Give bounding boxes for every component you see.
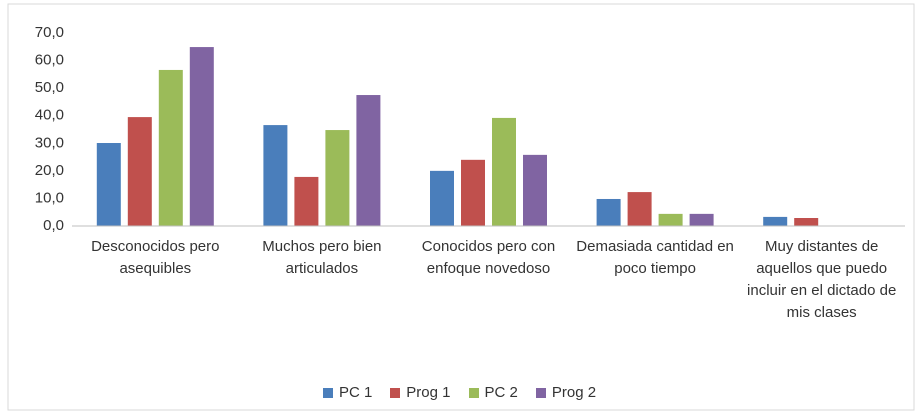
y-tick-label: 20,0	[35, 162, 64, 179]
bar	[627, 192, 652, 226]
bar	[492, 117, 516, 226]
bar	[325, 130, 350, 226]
y-tick-label: 30,0	[35, 134, 64, 151]
x-tick-label: Desconocidos pero asequibles	[91, 238, 220, 277]
bar	[158, 69, 183, 227]
bar	[189, 47, 214, 226]
y-tick-label: 70,0	[35, 24, 64, 41]
legend-swatch	[390, 387, 401, 398]
bar	[430, 170, 454, 226]
bar	[658, 213, 683, 226]
x-tick-label: Conocidos pero con enfoque novedoso	[421, 238, 556, 277]
chart-frame	[7, 3, 915, 411]
legend-swatch	[322, 387, 333, 398]
bar	[127, 117, 152, 226]
legend-item: Prog 1	[390, 384, 451, 401]
bar	[461, 159, 485, 226]
y-tick-label: 10,0	[35, 189, 64, 206]
legend-item: PC 1	[322, 384, 373, 401]
legend-item: PC 2	[468, 384, 518, 401]
y-tick-label: 40,0	[35, 107, 64, 124]
legend-label: PC 1	[338, 384, 373, 401]
bar	[356, 95, 381, 227]
y-tick-label: 50,0	[35, 79, 64, 96]
x-tick-label: Muy distantes de aquellos que puedo incl…	[747, 238, 897, 321]
y-tick-label: 60,0	[35, 52, 64, 69]
legend-item: Prog 2	[535, 384, 597, 401]
bar	[689, 213, 714, 226]
bar	[523, 154, 547, 226]
bar	[596, 198, 621, 226]
legend-label: Prog 1	[406, 384, 451, 401]
legend-label: Prog 2	[551, 384, 597, 401]
legend: PC 1 Prog 1 PC 2 Prog 2	[0, 384, 919, 401]
x-tick-label: Muchos pero bien articulados	[262, 238, 382, 277]
bar	[763, 216, 788, 226]
legend-swatch	[535, 387, 546, 398]
bar	[96, 143, 121, 226]
bar	[794, 218, 819, 226]
x-tick-label: Demasiada cantidad en poco tiempo	[576, 238, 734, 277]
bar	[263, 125, 288, 226]
bar	[294, 176, 319, 226]
legend-swatch	[468, 387, 479, 398]
legend-label: PC 2	[484, 384, 518, 401]
y-tick-label: 0,0	[43, 217, 64, 234]
